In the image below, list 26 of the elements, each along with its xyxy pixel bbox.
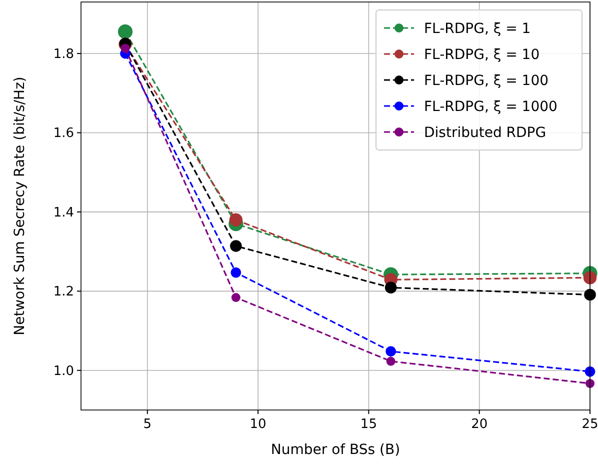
x-tick-label: 15 xyxy=(360,417,377,432)
point xyxy=(229,213,243,226)
point xyxy=(230,240,242,252)
x-tick-label: 20 xyxy=(471,417,488,432)
legend-label: FL-RDPG, ξ = 1 xyxy=(424,21,531,37)
point xyxy=(118,24,133,40)
legend-label: FL-RDPG, ξ = 10 xyxy=(424,47,540,63)
y-tick-label: 1.2 xyxy=(53,284,74,300)
x-tick-label: 5 xyxy=(143,417,152,432)
x-tick-label: 25 xyxy=(582,417,598,432)
x-tick-label: 10 xyxy=(250,417,266,432)
point xyxy=(583,271,597,284)
point xyxy=(230,267,242,278)
y-tick-label: 1.0 xyxy=(53,364,74,379)
point xyxy=(384,282,397,294)
y-tick-label: 1.4 xyxy=(53,205,74,220)
y-tick-label: 1.8 xyxy=(53,46,74,62)
x-axis-title: Number of BSs (B) xyxy=(270,442,400,458)
legend-label: FL-RDPG, ξ = 1000 xyxy=(424,99,558,115)
point xyxy=(386,356,396,366)
point xyxy=(386,346,396,357)
y-axis-title: Network Sum Secrecy Rate (bit/s/Hz) xyxy=(12,76,28,336)
legend-label: FL-RDPG, ξ = 100 xyxy=(424,73,549,89)
legend-label: Distributed RDPG xyxy=(424,125,546,141)
point xyxy=(231,293,240,302)
y-tick-label: 1.6 xyxy=(53,126,74,142)
